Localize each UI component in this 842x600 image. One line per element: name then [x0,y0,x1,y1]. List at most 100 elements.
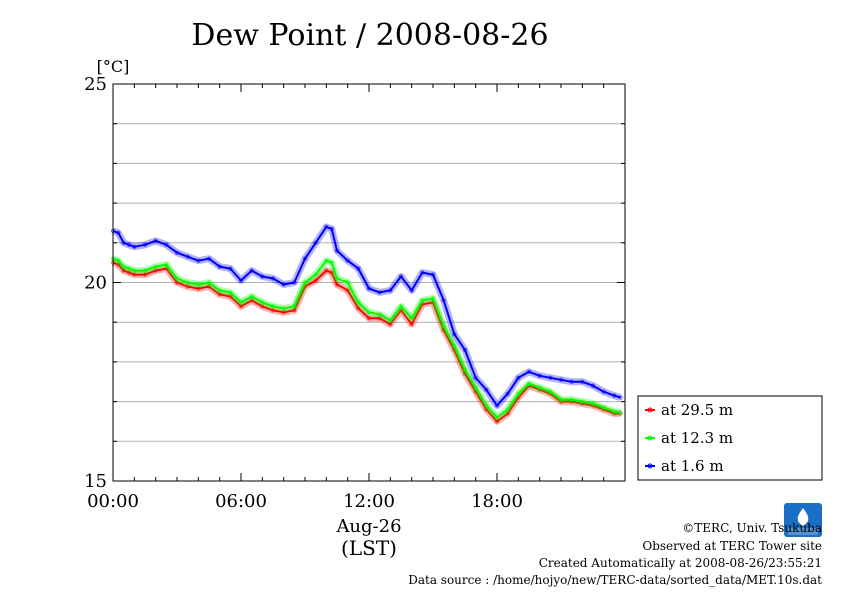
data-point [185,254,190,259]
data-point [324,258,329,263]
data-point [270,308,276,313]
data-point [377,316,382,321]
data-point [292,304,297,309]
legend-marker [647,407,653,413]
x-axis-unit-label: (LST) [341,536,397,560]
data-point [132,268,137,273]
data-point [366,286,372,291]
data-point [537,385,542,390]
data-point [217,264,222,269]
series-line [112,225,621,407]
data-point [377,290,382,295]
data-point [249,268,254,273]
data-point [569,379,574,384]
data-point [126,270,132,275]
data-point [494,415,500,420]
data-point [398,304,404,309]
y-axis-unit-label: [°C] [97,57,130,76]
legend-marker [647,435,653,441]
data-point [217,292,222,297]
data-point [516,391,521,396]
data-point [452,332,457,337]
data-point [356,266,361,271]
data-point [618,410,623,415]
data-point [484,407,489,412]
y-tick-label: 25 [84,74,107,95]
data-point [302,280,308,285]
data-point [196,282,201,287]
data-point [558,377,564,382]
series-line [112,257,621,419]
data-point [484,387,489,392]
data-point [206,280,212,285]
x-tick-label: 12:00 [343,491,395,512]
data-point [329,270,334,275]
data-point [270,304,276,309]
data-point [473,375,478,380]
data-point [281,282,286,287]
data-point [345,288,350,293]
legend: at 29.5 m at 12.3 m at 1.6 m [637,395,823,481]
data-point [153,268,158,273]
legend-label: at 29.5 m [661,401,733,419]
logo-band [788,528,818,535]
data-point [174,280,180,285]
data-point [377,312,382,317]
data-point [121,240,126,245]
data-point [420,298,425,303]
data-point [121,268,126,273]
data-point [206,284,212,289]
data-point [505,411,510,416]
credit-copyright: ©TERC, Univ. Tsukuba [682,521,822,535]
data-point [409,316,414,321]
data-point [356,306,361,311]
data-point [217,288,222,293]
data-point [174,250,180,255]
data-point [228,294,233,299]
data-point [281,310,286,315]
series-line [112,261,621,423]
data-point [196,286,201,291]
data-point [228,266,233,271]
series-group [110,223,623,425]
legend-marker [647,463,653,469]
data-point [548,389,553,394]
data-point [324,268,329,273]
data-point [366,310,372,315]
data-point [260,304,265,309]
data-point [366,316,372,321]
data-point [356,300,361,305]
chart-title: Dew Point / 2008-08-26 [191,18,548,53]
x-axis-date-label: Aug-26 [335,516,401,537]
grid-lines [113,123,625,442]
data-point [505,391,510,396]
data-point [228,290,233,295]
data-point [302,256,308,261]
data-point [249,298,254,303]
data-point [473,385,478,390]
data-point [185,284,190,289]
data-point [153,238,158,243]
data-point [313,278,318,283]
data-point [153,264,158,269]
data-point [126,266,132,271]
legend-label: at 12.3 m [661,429,733,447]
legend-box [637,395,823,481]
legend-item-at-29-5-m: at 29.5 m [645,401,733,419]
data-point [484,403,489,408]
data-point [537,373,542,378]
data-point [420,270,425,275]
data-point [345,258,350,263]
credit-site: Observed at TERC Tower site [642,539,822,553]
data-point [516,375,521,380]
x-tick-label: 18:00 [471,491,523,512]
data-point [260,274,265,279]
data-point [452,343,457,349]
data-point [388,318,393,323]
data-point [132,244,137,249]
data-point [618,395,623,400]
data-point [270,276,276,281]
data-point [526,369,532,374]
y-tick-label: 15 [84,471,107,492]
data-point [116,230,121,235]
